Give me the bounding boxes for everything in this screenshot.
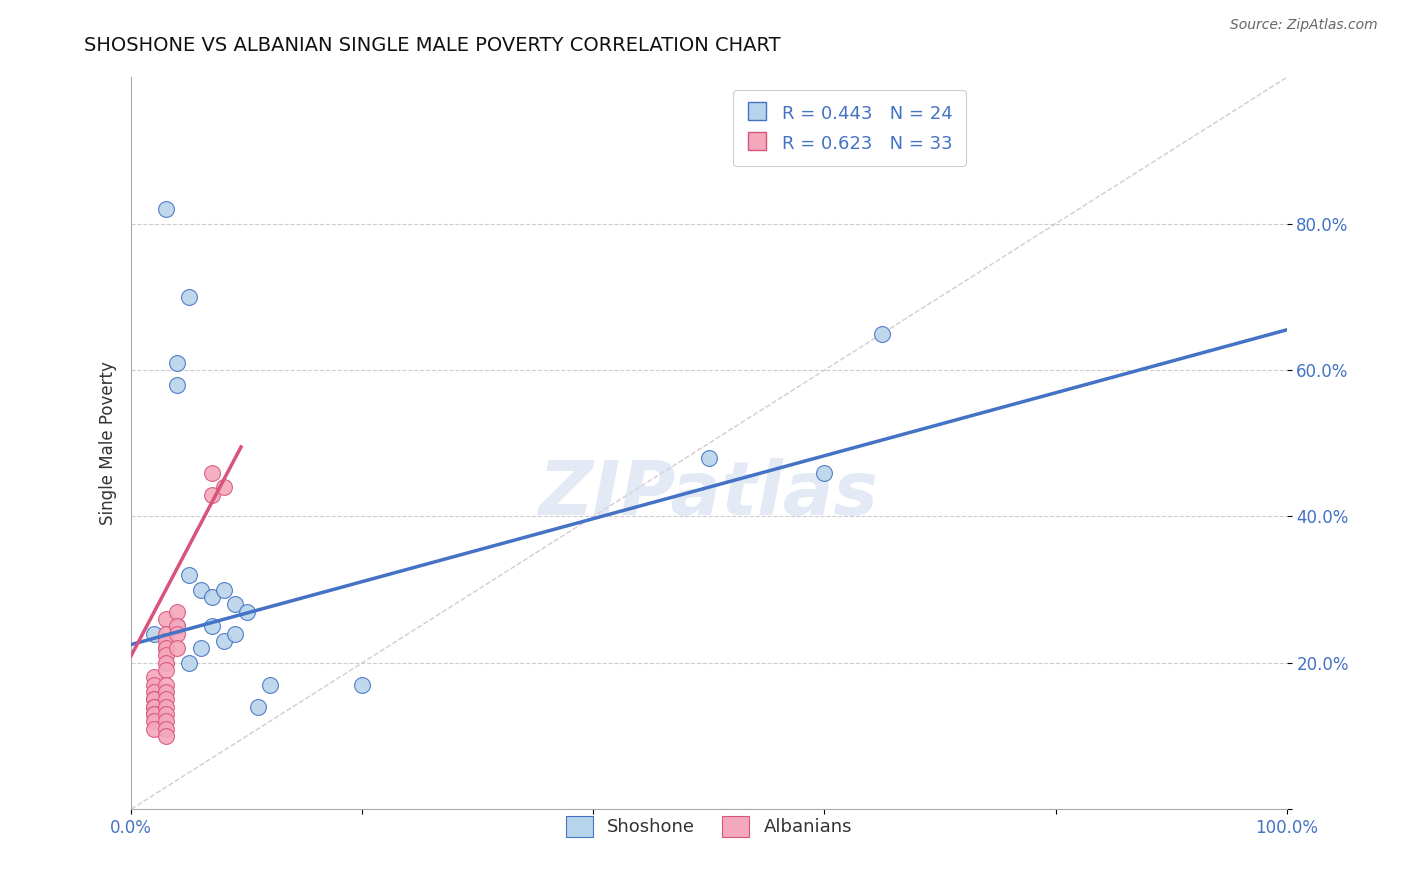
Point (697, 450, 720, 465)
Point (224, 626, 246, 640)
Point (143, 685, 166, 699)
Point (247, 699, 270, 714)
Point (143, 699, 166, 714)
Point (155, 678, 177, 692)
Point (166, 356, 188, 370)
Point (201, 466, 224, 480)
Text: SHOSHONE VS ALBANIAN SINGLE MALE POVERTY CORRELATION CHART: SHOSHONE VS ALBANIAN SINGLE MALE POVERTY… (84, 36, 780, 54)
Legend: Shoshone, Albanians: Shoshone, Albanians (558, 809, 859, 844)
Point (177, 568, 200, 582)
Point (166, 619, 188, 633)
Point (259, 678, 281, 692)
Point (143, 692, 166, 706)
Point (155, 641, 177, 656)
Point (212, 582, 235, 597)
Point (143, 706, 166, 721)
Point (166, 626, 188, 640)
Point (155, 699, 177, 714)
Point (143, 626, 166, 640)
Point (166, 605, 188, 619)
Point (212, 480, 235, 494)
Point (224, 597, 246, 611)
Point (236, 605, 259, 619)
Point (155, 706, 177, 721)
Point (190, 582, 212, 597)
Point (155, 656, 177, 670)
Point (155, 685, 177, 699)
Y-axis label: Single Male Poverty: Single Male Poverty (100, 361, 117, 525)
Point (155, 202, 177, 216)
Point (155, 648, 177, 663)
Text: Source: ZipAtlas.com: Source: ZipAtlas.com (1230, 18, 1378, 32)
Point (201, 619, 224, 633)
Point (155, 612, 177, 626)
Point (177, 290, 200, 304)
Point (155, 729, 177, 743)
Point (190, 641, 212, 656)
Point (143, 678, 166, 692)
Point (201, 590, 224, 604)
Point (155, 714, 177, 729)
Point (155, 641, 177, 656)
Point (177, 656, 200, 670)
Point (143, 670, 166, 684)
Point (143, 699, 166, 714)
Text: ZIPatlas: ZIPatlas (538, 458, 879, 531)
Point (212, 633, 235, 648)
Point (143, 706, 166, 721)
Point (155, 663, 177, 677)
Point (166, 641, 188, 656)
Point (813, 466, 835, 480)
Point (201, 487, 224, 501)
Point (166, 377, 188, 392)
Point (155, 692, 177, 706)
Point (870, 326, 893, 341)
Point (155, 633, 177, 648)
Point (166, 619, 188, 633)
Point (155, 626, 177, 640)
Point (143, 722, 166, 736)
Point (143, 714, 166, 729)
Point (352, 678, 374, 692)
Point (155, 722, 177, 736)
Point (143, 692, 166, 706)
